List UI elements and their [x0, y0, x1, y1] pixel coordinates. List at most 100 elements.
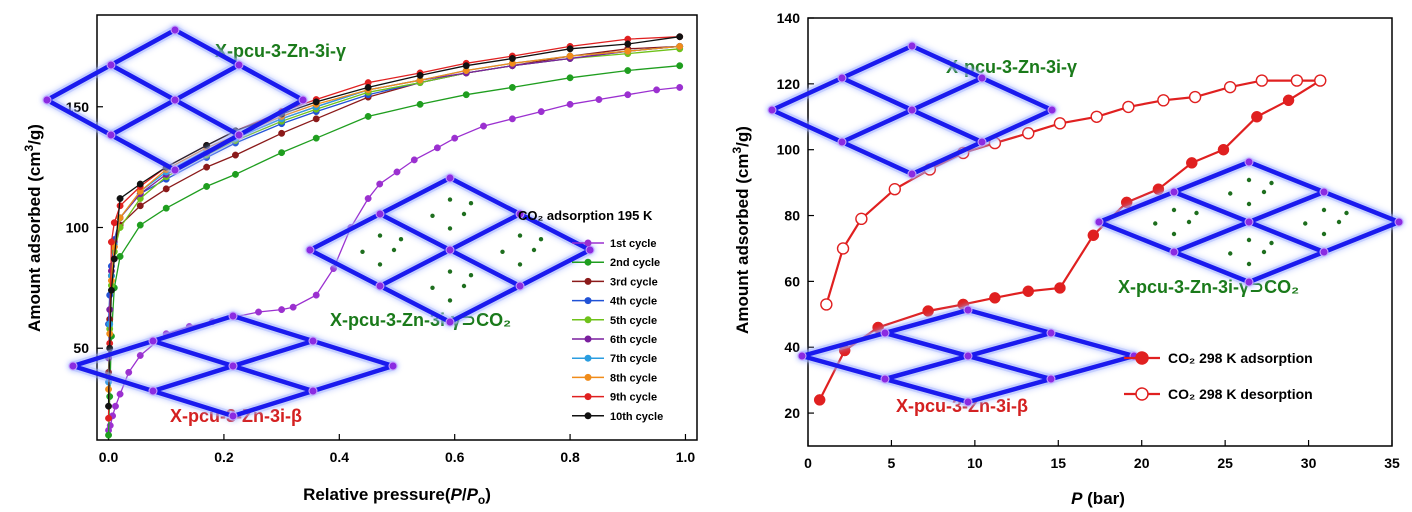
- lattice-node: [837, 137, 847, 147]
- lattice-node: [963, 305, 973, 315]
- lattice-node: [1169, 187, 1179, 197]
- data-point: [820, 298, 833, 311]
- data-point: [106, 393, 114, 400]
- data-point: [112, 402, 119, 410]
- lattice-node: [1319, 187, 1329, 197]
- series-group: [813, 74, 1327, 406]
- co2-guest-dot: [447, 197, 453, 202]
- data-point: [410, 156, 418, 164]
- y-tick-label: 20: [784, 405, 800, 421]
- lattice-node: [1047, 105, 1057, 115]
- x-tick-label: 20: [1134, 455, 1150, 471]
- data-point: [1188, 90, 1202, 104]
- data-point: [1022, 285, 1035, 298]
- data-point: [624, 91, 632, 99]
- data-point: [312, 291, 320, 299]
- lattice-gamma-icon: [42, 25, 308, 175]
- co2-guest-dot: [1246, 261, 1252, 267]
- data-point: [1186, 157, 1198, 169]
- lattice-gamma-co2-icon: [305, 173, 595, 327]
- co2-guest-dot: [517, 233, 523, 238]
- data-point: [1255, 74, 1269, 87]
- lattice-node: [228, 411, 238, 421]
- legend-label: 1st cycle: [610, 238, 656, 250]
- lattice-node: [106, 130, 116, 140]
- lattice-node: [907, 105, 917, 115]
- data-point: [1223, 80, 1237, 94]
- co2-guest-dot: [1153, 221, 1158, 226]
- x-tick-label: 0.0: [99, 449, 119, 465]
- legend-label: CO₂ 298 K desorption: [1168, 386, 1313, 402]
- y-tick-label: 120: [777, 76, 801, 92]
- legend-marker: [584, 393, 592, 401]
- legend: 1st cycle 2nd cycle 3rd cycle 4th cycle 5th …: [572, 238, 663, 423]
- data-point: [364, 195, 372, 202]
- data-point: [106, 422, 114, 429]
- y-tick-label: 50: [73, 340, 89, 356]
- axis-ticks: 0 5 10 15 20 25 30 35 20 40 60 80 100 120 140: [777, 10, 1400, 471]
- lattice-beta-icon: [797, 305, 1139, 407]
- legend-label: 8th cycle: [610, 372, 657, 384]
- data-point: [1122, 100, 1135, 114]
- lattice-node: [170, 95, 180, 105]
- data-point: [136, 352, 144, 359]
- legend-label: 5th cycle: [610, 315, 657, 327]
- data-point: [376, 180, 384, 188]
- lattice-node: [977, 73, 987, 83]
- co2-guest-dot: [447, 226, 453, 231]
- co2-guest-dot: [1228, 191, 1233, 196]
- y-tick-label: 60: [784, 273, 800, 289]
- lattice-node: [1046, 328, 1056, 338]
- annotation-beta: X-pcu-3-Zn-3i-β: [896, 396, 1028, 416]
- data-point: [888, 182, 901, 196]
- co2-guest-dot: [447, 298, 453, 303]
- data-point: [480, 122, 487, 130]
- lattice-node: [308, 386, 318, 396]
- lattice-node: [1244, 277, 1254, 287]
- data-point: [162, 204, 170, 212]
- data-point: [537, 108, 545, 116]
- y-axis-label: Amount adsorbed (cm3/g): [22, 124, 44, 332]
- lattice-node: [388, 361, 398, 371]
- data-point: [624, 67, 632, 74]
- data-point: [116, 253, 124, 260]
- plot-frame: [807, 17, 1393, 447]
- series-line: [107, 65, 680, 436]
- data-point: [162, 185, 170, 193]
- x-tick-label: 0.6: [445, 449, 465, 465]
- data-point: [508, 115, 516, 123]
- x-tick-label: 35: [1384, 455, 1400, 471]
- legend-marker: [584, 239, 592, 247]
- data-point: [107, 286, 115, 294]
- data-point: [508, 55, 516, 62]
- lattice-node: [170, 25, 180, 35]
- data-point: [1022, 127, 1035, 140]
- legend-marker: [584, 258, 592, 266]
- legend-marker: [1135, 387, 1149, 401]
- co2-guest-dot: [468, 273, 474, 278]
- data-point: [676, 33, 684, 41]
- legend-marker: [584, 354, 592, 362]
- legend-label: 2nd cycle: [610, 257, 660, 269]
- lattice-node: [585, 245, 595, 255]
- data-point: [462, 91, 470, 99]
- lattice-node: [170, 165, 180, 175]
- lattice-node: [907, 169, 917, 179]
- annotation-gamma-co2: X-pcu-3-Zn-3i-γ⊃CO₂: [1118, 277, 1299, 297]
- legend-label: CO₂ 298 K adsorption: [1168, 350, 1313, 366]
- data-point: [451, 134, 459, 142]
- legend-marker: [584, 412, 592, 420]
- lattice-node: [228, 361, 238, 371]
- data-point: [1087, 229, 1100, 242]
- legend-label: 4th cycle: [610, 296, 657, 308]
- co2-guest-dot: [430, 285, 435, 290]
- data-point: [653, 86, 661, 94]
- lattice-node: [375, 209, 385, 219]
- co2-guest-dot: [1269, 240, 1274, 246]
- co2-guest-dot: [1303, 221, 1308, 226]
- data-point: [676, 42, 684, 50]
- lattice-node: [907, 41, 917, 51]
- y-tick-label: 80: [784, 208, 800, 224]
- data-point: [836, 242, 850, 255]
